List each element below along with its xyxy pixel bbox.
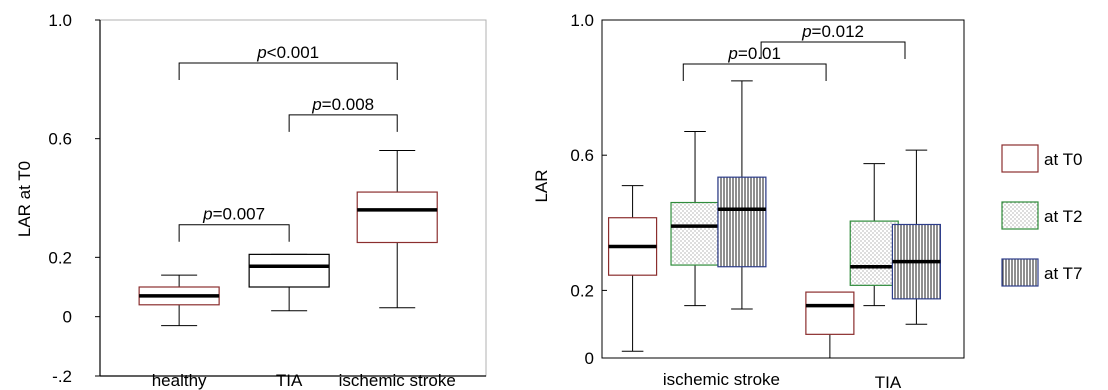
right-boxplot-ischemic-stroke-at-t2 [670, 131, 720, 307]
right-comparison-2-label: p=0.012 [801, 22, 864, 41]
right-y-tick-label: 1.0 [570, 11, 594, 30]
right-y-tick-label: 0 [585, 349, 594, 368]
right-tia-at-t2-box [849, 220, 899, 286]
right-ischemic-stroke-at-t2-box [670, 201, 720, 266]
right-y-tick-label: 0.2 [570, 281, 594, 300]
right-boxplot-tia-at-t7 [891, 149, 941, 325]
right-plot-frame [601, 19, 965, 359]
left-y-tick-label: 0.2 [48, 248, 72, 267]
left-categories: healthy TIA ischemic stroke [152, 371, 456, 390]
right-category-label-ischemic-stroke: ischemic stroke [663, 370, 780, 389]
left-comparison-1-bracket [178, 62, 398, 81]
legend-label: at T0 [1044, 150, 1082, 169]
right-boxes [607, 80, 941, 359]
left-y-tick-label: -.2 [52, 367, 72, 386]
left-boxplot-tia [248, 253, 330, 312]
legend-swatch [1001, 258, 1039, 287]
legend: at T0 at T2 at T7 [1001, 144, 1082, 287]
right-ischemic-stroke-at-t7-box [717, 176, 767, 268]
left-boxplot-healthy [138, 274, 220, 327]
right-y-tick-label: 0.6 [570, 146, 594, 165]
right-comparisons: p=0.01 p=0.012 [682, 22, 906, 81]
left-tia-box [248, 253, 330, 288]
legend-swatch [1001, 144, 1039, 173]
right-categories: ischemic stroke TIA [663, 370, 902, 390]
left-boxplot-ischemic-stroke [356, 150, 438, 309]
left-y-ticks: 1.0 0.6 0.2 0 -.2 [48, 11, 100, 386]
legend-item-at-t7: at T7 [1001, 258, 1082, 287]
left-category-label-healthy: healthy [152, 371, 207, 390]
right-boxplot-ischemic-stroke-at-t0 [607, 185, 658, 352]
left-category-label-tia: TIA [276, 371, 303, 390]
right-boxplot-tia-at-t0 [805, 291, 855, 359]
chart-right: 1.0 0.6 0.2 0 LAR ischemic stroke TIA p=0.01… [532, 11, 965, 390]
left-comparison-2-label: p=0.008 [311, 95, 374, 114]
left-comparison-2-bracket [288, 114, 398, 132]
right-y-ticks: 1.0 0.6 0.2 0 [570, 11, 607, 368]
right-comparison-1-label: p=0.01 [727, 44, 780, 63]
left-y-tick-label: 0 [63, 308, 72, 327]
legend-item-at-t0: at T0 [1001, 144, 1082, 173]
legend-label: at T2 [1044, 207, 1082, 226]
left-y-tick-label: 0.6 [48, 130, 72, 149]
legend-item-at-t2: at T2 [1001, 201, 1082, 230]
left-ischemic-stroke-box [356, 191, 438, 244]
left-boxes [138, 150, 438, 327]
left-y-axis-title: LAR at T0 [15, 161, 34, 237]
legend-label: at T7 [1044, 264, 1082, 283]
left-comparison-1-label: p<0.001 [256, 43, 319, 62]
left-comparison-3-bracket [178, 224, 290, 242]
right-category-label-tia: TIA [875, 373, 902, 390]
right-comparison-1-bracket [682, 63, 827, 81]
right-tia-at-t0-box [805, 291, 855, 335]
right-boxplot-tia-at-t2 [849, 163, 899, 307]
left-category-label-ischemic-stroke: ischemic stroke [339, 371, 456, 390]
left-y-tick-label: 1.0 [48, 11, 72, 30]
legend-swatch [1001, 201, 1039, 230]
right-comparison-2-bracket [760, 41, 906, 59]
right-boxplot-ischemic-stroke-at-t7 [717, 80, 767, 310]
chart-left: 1.0 0.6 0.2 0 -.2 LAR at T0 healthy TIA ischem… [15, 11, 487, 390]
left-comparison-3-label: p=0.007 [202, 205, 265, 224]
left-comparisons: p<0.001 p=0.008 p=0.007 [178, 43, 398, 242]
right-y-axis-title: LAR [532, 169, 551, 202]
